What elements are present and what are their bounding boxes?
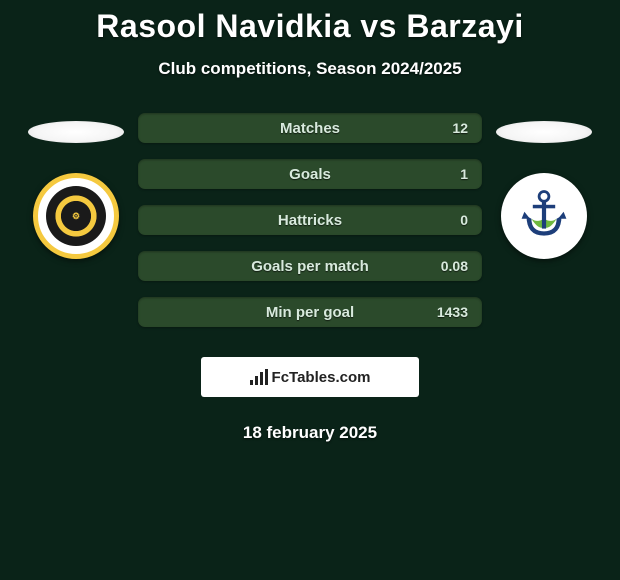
- anchor-icon: [509, 181, 579, 251]
- stat-value: 0.08: [418, 258, 468, 274]
- player-marker-left: [28, 121, 124, 143]
- stat-row-matches: Matches 12: [138, 113, 482, 143]
- stat-row-goals: Goals 1: [138, 159, 482, 189]
- comparison-row: ⚙ Matches 12 Goals 1 Hattricks 0 Goals p…: [0, 121, 620, 327]
- stat-row-gpm: Goals per match 0.08: [138, 251, 482, 281]
- sepahan-badge-core: ⚙: [46, 186, 106, 246]
- stat-value: 1433: [418, 304, 468, 320]
- brand-box[interactable]: FcTables.com: [201, 357, 419, 397]
- subtitle: Club competitions, Season 2024/2025: [0, 59, 620, 79]
- stat-value: 12: [418, 120, 468, 136]
- right-player-col: [492, 121, 596, 259]
- stat-row-mpg: Min per goal 1433: [138, 297, 482, 327]
- stat-value: 1: [418, 166, 468, 182]
- stat-label: Goals: [202, 166, 418, 183]
- stat-label: Hattricks: [202, 212, 418, 229]
- stat-label: Goals per match: [202, 258, 418, 275]
- stat-row-hattricks: Hattricks 0: [138, 205, 482, 235]
- stat-label: Min per goal: [202, 304, 418, 321]
- player-marker-right: [496, 121, 592, 143]
- malavan-badge: [501, 173, 587, 259]
- bar-chart-icon: [250, 369, 268, 385]
- stats-column: Matches 12 Goals 1 Hattricks 0 Goals per…: [138, 113, 482, 327]
- page-title: Rasool Navidkia vs Barzayi: [0, 0, 620, 45]
- stat-value: 0: [418, 212, 468, 228]
- stat-label: Matches: [202, 120, 418, 137]
- date-text: 18 february 2025: [0, 423, 620, 443]
- sepahan-badge: ⚙: [33, 173, 119, 259]
- left-player-col: ⚙: [24, 121, 128, 259]
- brand-text: FcTables.com: [272, 369, 371, 386]
